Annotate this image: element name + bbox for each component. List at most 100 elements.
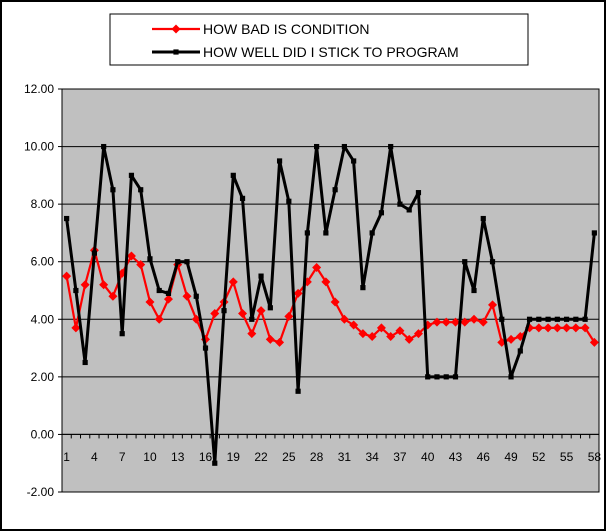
data-point-marker	[173, 49, 179, 55]
data-point-marker	[145, 297, 155, 307]
data-point-marker	[249, 316, 255, 322]
data-point-marker	[450, 317, 460, 327]
x-tick-label: 25	[282, 450, 296, 464]
x-tick-label: 43	[449, 450, 463, 464]
data-point-marker	[489, 259, 496, 265]
data-point-marker	[295, 388, 301, 394]
legend-item-how-well-did-i-stick-to-program[interactable]: HOW WELL DID I STICK TO PROGRAM	[152, 44, 459, 60]
x-tick-label: 19	[227, 450, 241, 464]
data-point-marker	[432, 317, 442, 327]
data-point-marker	[323, 230, 329, 236]
x-tick-label: 1	[63, 450, 70, 464]
x-tick-label: 52	[532, 450, 546, 464]
data-point-marker	[156, 287, 162, 294]
data-point-marker	[543, 323, 553, 333]
y-tick-label: 0.00	[31, 427, 55, 441]
data-point-marker	[506, 334, 516, 344]
data-point-marker	[404, 334, 414, 344]
x-tick-label: 7	[119, 450, 126, 464]
legend[interactable]: HOW BAD IS CONDITION HOW WELL DID I STICK…	[109, 13, 529, 66]
data-point-marker	[193, 293, 199, 299]
data-point-marker	[508, 374, 514, 380]
x-tick-label: 34	[365, 450, 379, 464]
data-point-marker	[488, 300, 498, 310]
x-tick-label: 46	[477, 450, 491, 464]
data-point-marker	[126, 251, 136, 261]
data-point-marker	[101, 143, 107, 150]
data-point-marker	[184, 259, 190, 265]
legend-item-how-bad-is-condition[interactable]: HOW BAD IS CONDITION	[152, 21, 369, 37]
data-point-marker	[119, 331, 125, 337]
data-point-marker	[471, 287, 477, 294]
data-point-marker	[499, 316, 505, 322]
data-point-marker	[182, 291, 192, 301]
data-point-marker	[332, 187, 338, 193]
y-tick-label: 12.00	[24, 82, 54, 96]
data-point-marker	[339, 314, 349, 324]
data-point-marker	[341, 143, 347, 150]
data-point-marker	[441, 317, 451, 327]
data-point-marker	[415, 190, 422, 196]
data-point-marker	[462, 259, 468, 265]
data-point-marker	[552, 323, 562, 333]
data-point-marker	[434, 374, 440, 380]
data-point-marker	[284, 311, 294, 321]
data-point-marker	[330, 297, 340, 307]
data-point-marker	[360, 285, 366, 291]
y-tick-label: 2.00	[31, 370, 55, 384]
data-point-marker	[99, 280, 109, 290]
data-point-marker	[128, 172, 135, 178]
data-point-marker	[314, 143, 320, 150]
data-point-marker	[378, 210, 385, 216]
data-point-marker	[165, 290, 172, 296]
x-axis-labels: 1 4 7 10 13 16 19 22 25 28 31 34 37 40 43 46 49 52 55 58	[63, 450, 601, 464]
data-point-marker	[275, 337, 285, 347]
x-tick-label: 49	[504, 450, 518, 464]
data-point-marker	[230, 172, 236, 178]
data-point-marker	[591, 230, 597, 236]
data-point-marker	[202, 345, 209, 351]
data-point-marker	[469, 314, 479, 324]
series-line	[65, 145, 596, 465]
data-point-marker	[386, 332, 396, 342]
data-point-marker	[175, 259, 181, 265]
data-point-marker	[147, 256, 153, 262]
data-point-marker	[406, 207, 412, 213]
series-group	[62, 143, 599, 466]
data-point-marker	[573, 316, 579, 322]
series-how-well-did-i-stick-to-program	[64, 143, 597, 466]
data-point-marker	[351, 158, 357, 164]
data-point-marker	[247, 329, 257, 339]
data-point-marker	[110, 187, 116, 193]
data-point-marker	[349, 320, 359, 330]
data-point-marker	[267, 305, 273, 311]
data-point-marker	[286, 198, 292, 204]
data-point-marker	[154, 314, 164, 324]
x-tick-label: 4	[91, 450, 98, 464]
data-point-marker	[367, 332, 377, 342]
x-tick-label: 40	[421, 450, 435, 464]
legend-box	[109, 13, 529, 66]
data-point-marker	[265, 334, 275, 344]
data-point-marker	[545, 316, 551, 322]
x-tick-label: 13	[171, 450, 185, 464]
data-point-marker	[460, 317, 470, 327]
data-point-marker	[536, 316, 542, 322]
data-point-marker	[276, 158, 283, 164]
data-point-marker	[136, 260, 146, 270]
data-point-marker	[82, 359, 88, 366]
data-point-marker	[108, 291, 118, 301]
data-point-marker	[304, 230, 310, 236]
data-point-marker	[239, 195, 246, 201]
x-tick-label: 31	[338, 450, 352, 464]
y-tick-label: 6.00	[31, 255, 55, 269]
data-point-marker	[80, 280, 90, 290]
data-point-marker	[376, 323, 386, 333]
legend-label: HOW WELL DID I STICK TO PROGRAM	[203, 44, 459, 60]
data-point-marker	[238, 309, 248, 319]
y-axis-labels: 12.00 10.00 8.00 6.00 4.00 2.00 0.00 -2.00	[24, 82, 54, 499]
data-point-marker	[388, 143, 394, 150]
data-point-marker	[480, 215, 486, 222]
